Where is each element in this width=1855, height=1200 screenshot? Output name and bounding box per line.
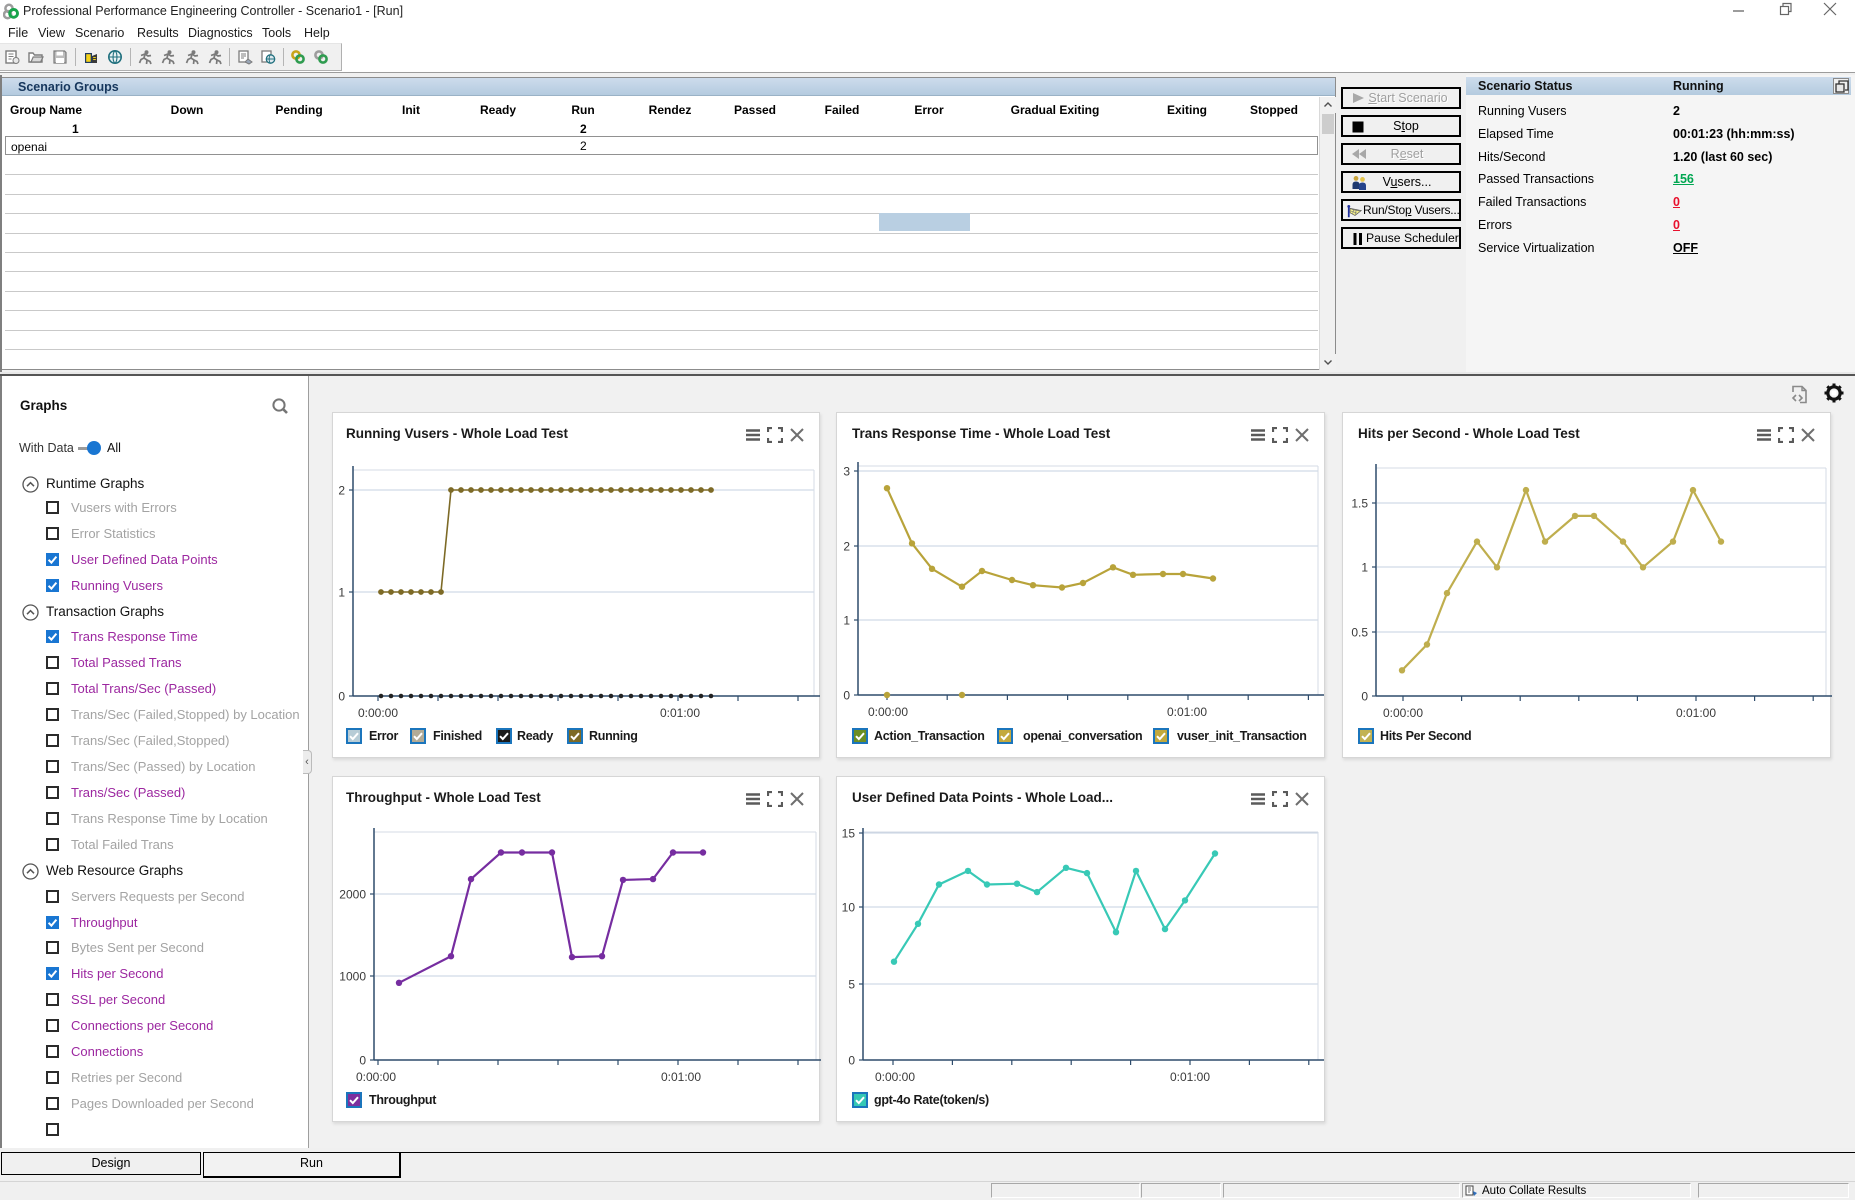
svg-text:0: 0 (848, 1054, 855, 1068)
svg-text:5: 5 (848, 978, 855, 992)
svg-text:0: 0 (1361, 690, 1368, 704)
svg-text:0:01:00: 0:01:00 (1676, 706, 1716, 720)
svg-text:3: 3 (843, 465, 850, 479)
svg-text:0: 0 (338, 690, 345, 704)
svg-text:0:01:00: 0:01:00 (1167, 705, 1207, 719)
svg-text:1.5: 1.5 (1351, 497, 1368, 511)
svg-text:0:01:00: 0:01:00 (661, 1070, 701, 1084)
svg-text:1: 1 (338, 586, 345, 600)
svg-text:2000: 2000 (339, 888, 366, 902)
svg-text:0:00:00: 0:00:00 (1383, 706, 1423, 720)
svg-text:0:01:00: 0:01:00 (660, 706, 700, 720)
svg-text:0:00:00: 0:00:00 (358, 706, 398, 720)
svg-text:0:01:00: 0:01:00 (1170, 1070, 1210, 1084)
svg-text:0:00:00: 0:00:00 (875, 1070, 915, 1084)
svg-text:1: 1 (1361, 561, 1368, 575)
svg-text:10: 10 (842, 901, 856, 915)
svg-text:2: 2 (843, 540, 850, 554)
svg-text:0:00:00: 0:00:00 (868, 705, 908, 719)
svg-text:0: 0 (359, 1054, 366, 1068)
svg-text:1000: 1000 (339, 970, 366, 984)
svg-text:1: 1 (843, 614, 850, 628)
svg-text:2: 2 (338, 484, 345, 498)
svg-text:0:00:00: 0:00:00 (356, 1070, 396, 1084)
svg-text:0.5: 0.5 (1351, 626, 1368, 640)
svg-text:15: 15 (842, 827, 856, 841)
svg-text:0: 0 (843, 689, 850, 703)
